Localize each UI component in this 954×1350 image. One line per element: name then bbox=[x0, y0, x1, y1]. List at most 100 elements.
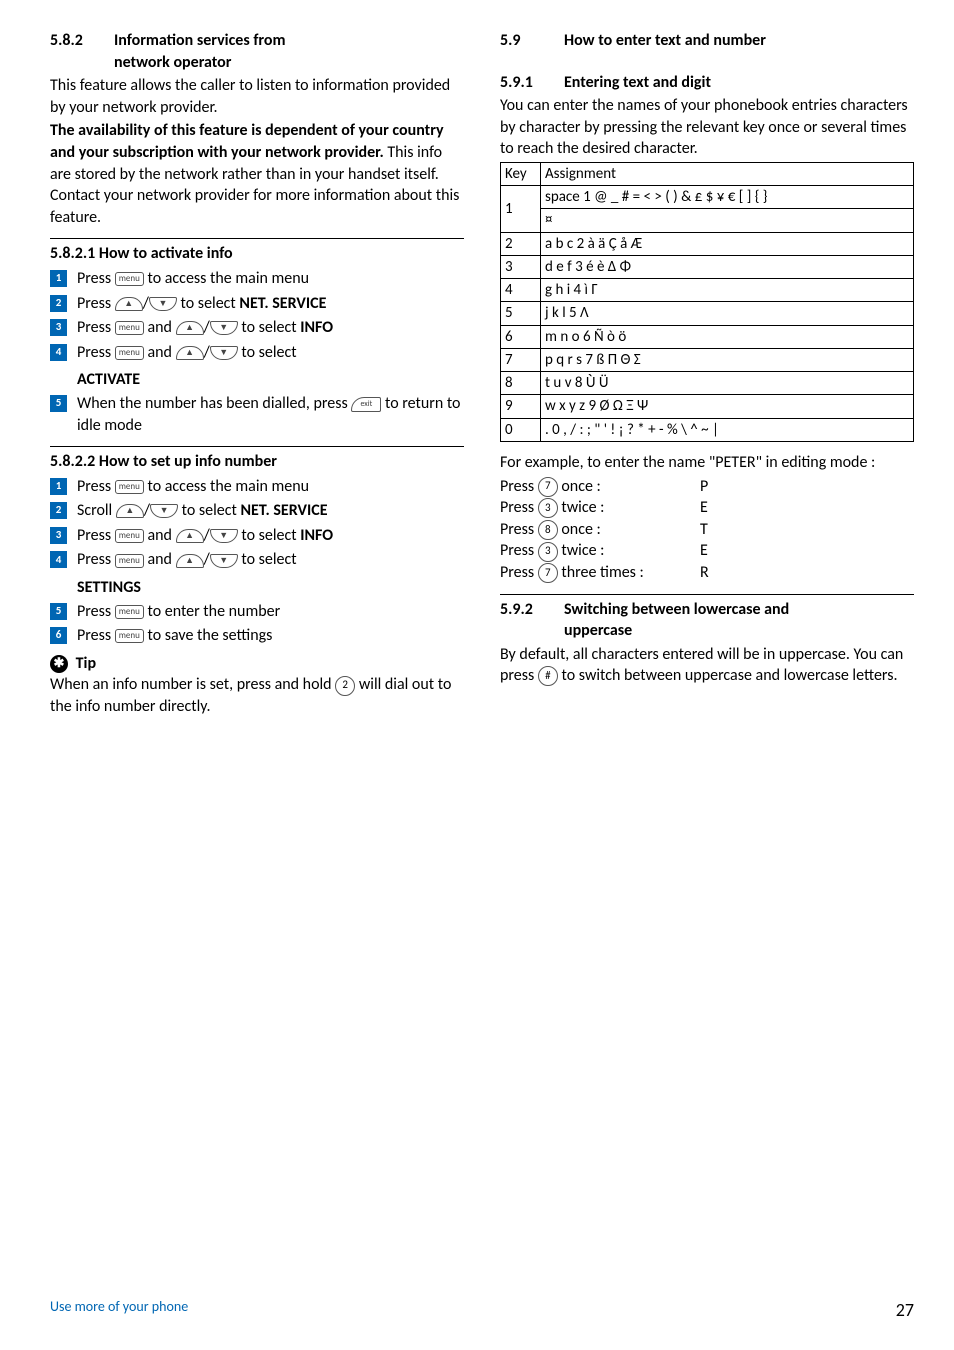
step-number: 3 bbox=[50, 527, 67, 544]
exit-key-icon: exit bbox=[351, 397, 381, 412]
step-text: Press menu and ▲/▼ to select bbox=[77, 342, 464, 364]
table-cell: ¤ bbox=[541, 209, 914, 232]
menu-key-icon: menu bbox=[115, 272, 144, 286]
heading-num: 5.9.1 bbox=[500, 72, 564, 94]
table-cell: 4 bbox=[501, 279, 541, 302]
up-key-icon: ▲ bbox=[176, 346, 204, 360]
divider bbox=[50, 238, 464, 239]
up-key-icon: ▲ bbox=[176, 529, 204, 543]
key-7-icon: 7 bbox=[538, 563, 558, 583]
table-cell: g h i 4 ì Γ bbox=[541, 279, 914, 302]
heading-5-9: 5.9 How to enter text and number bbox=[500, 30, 914, 52]
step-text: Press menu to save the settings bbox=[77, 625, 464, 647]
footer-text: Use more of your phone bbox=[50, 1298, 188, 1322]
table-cell: 1 bbox=[501, 186, 541, 233]
table-cell: 8 bbox=[501, 372, 541, 395]
step-number: 2 bbox=[50, 295, 67, 312]
up-key-icon: ▲ bbox=[115, 297, 143, 311]
table-cell: 2 bbox=[501, 232, 541, 255]
menu-key-icon: menu bbox=[115, 629, 144, 643]
step-text: Press menu to access the main menu bbox=[77, 268, 464, 290]
table-cell: . 0 , / : ; " ' ! ¡ ? * + - % \ ^ ~ | bbox=[541, 418, 914, 441]
key-2-icon: 2 bbox=[335, 676, 355, 696]
divider bbox=[500, 594, 914, 595]
tip-icon: ✱ bbox=[50, 655, 68, 673]
key-hash-icon: # bbox=[538, 666, 558, 686]
table-cell: a b c 2 à ä Ç å Æ bbox=[541, 232, 914, 255]
step-sublabel: SETTINGS bbox=[77, 577, 464, 599]
step-number: 6 bbox=[50, 627, 67, 644]
menu-key-icon: menu bbox=[115, 605, 144, 619]
down-key-icon: ▼ bbox=[210, 529, 238, 543]
steps-setup-info-cont: 5 Press menu to enter the number 6 Press… bbox=[50, 601, 464, 647]
step-number: 4 bbox=[50, 551, 67, 568]
step-number: 5 bbox=[50, 603, 67, 620]
table-cell: j k l 5 Λ bbox=[541, 302, 914, 325]
divider bbox=[50, 446, 464, 447]
step-number: 1 bbox=[50, 270, 67, 287]
key-3-icon: 3 bbox=[538, 542, 558, 562]
paragraph: The availability of this feature is depe… bbox=[50, 120, 464, 228]
down-key-icon: ▼ bbox=[210, 346, 238, 360]
heading-5-8-2-2: 5.8.2.2 How to set up info number bbox=[50, 451, 464, 473]
key-7-icon: 7 bbox=[538, 477, 558, 497]
heading-text: Entering text and digit bbox=[564, 72, 711, 94]
up-key-icon: ▲ bbox=[176, 321, 204, 335]
up-key-icon: ▲ bbox=[176, 554, 204, 568]
table-cell: d e f 3 é è Δ Φ bbox=[541, 255, 914, 278]
left-column: 5.8.2 Information services from network … bbox=[50, 30, 464, 720]
character-table: Key Assignment 1 space 1 @ _ # = < > ( )… bbox=[500, 162, 914, 442]
press-row: Press 3 twice : E bbox=[500, 540, 914, 562]
steps-activate-info-cont: 5 When the number has been dialled, pres… bbox=[50, 393, 464, 436]
step-text: Press menu and ▲/▼ to select bbox=[77, 549, 464, 571]
press-row: Press 8 once : T bbox=[500, 519, 914, 541]
heading-num: 5.9 bbox=[500, 30, 564, 52]
heading-num: 5.9.2 bbox=[500, 599, 564, 642]
heading-text: Information services from network operat… bbox=[114, 30, 286, 73]
step-sublabel: ACTIVATE bbox=[77, 369, 464, 391]
step-text: Press menu to enter the number bbox=[77, 601, 464, 623]
down-key-icon: ▼ bbox=[149, 297, 177, 311]
step-number: 4 bbox=[50, 344, 67, 361]
up-key-icon: ▲ bbox=[116, 504, 144, 518]
table-cell: 6 bbox=[501, 325, 541, 348]
paragraph: For example, to enter the name "PETER" i… bbox=[500, 452, 914, 474]
table-cell: 7 bbox=[501, 348, 541, 371]
step-text: Press menu to access the main menu bbox=[77, 476, 464, 498]
table-cell: w x y z 9 Ø Ω Ξ Ψ bbox=[541, 395, 914, 418]
table-cell: 5 bbox=[501, 302, 541, 325]
heading-5-8-2-1: 5.8.2.1 How to activate info bbox=[50, 243, 464, 265]
press-row: Press 7 three times : R bbox=[500, 562, 914, 584]
press-row: Press 7 once : P bbox=[500, 476, 914, 498]
menu-key-icon: menu bbox=[115, 480, 144, 494]
step-text: Press menu and ▲/▼ to select INFO bbox=[77, 317, 464, 339]
steps-activate-info: 1 Press menu to access the main menu 2 P… bbox=[50, 268, 464, 363]
footer: Use more of your phone 27 bbox=[50, 1298, 914, 1322]
table-header: Key bbox=[501, 162, 541, 185]
table-cell: 9 bbox=[501, 395, 541, 418]
key-8-icon: 8 bbox=[538, 520, 558, 540]
step-text: Press ▲/▼ to select NET. SERVICE bbox=[77, 293, 464, 315]
down-key-icon: ▼ bbox=[150, 504, 178, 518]
step-text: When the number has been dialled, press … bbox=[77, 393, 464, 436]
key-3-icon: 3 bbox=[538, 498, 558, 518]
tip-heading: ✱ Tip bbox=[50, 653, 464, 675]
step-number: 2 bbox=[50, 502, 67, 519]
menu-key-icon: menu bbox=[115, 346, 144, 360]
step-text: Scroll ▲/▼ to select NET. SERVICE bbox=[77, 500, 464, 522]
press-example-list: Press 7 once : P Press 3 twice : E Press… bbox=[500, 476, 914, 584]
step-number: 5 bbox=[50, 395, 67, 412]
table-cell: m n o 6 Ñ ò ö bbox=[541, 325, 914, 348]
table-cell: 0 bbox=[501, 418, 541, 441]
press-row: Press 3 twice : E bbox=[500, 497, 914, 519]
table-cell: p q r s 7 ß Π Θ Σ bbox=[541, 348, 914, 371]
down-key-icon: ▼ bbox=[210, 554, 238, 568]
table-cell: space 1 @ _ # = < > ( ) & £ $ ¥ € [ ] { … bbox=[541, 186, 914, 209]
down-key-icon: ▼ bbox=[210, 321, 238, 335]
tip-body: When an info number is set, press and ho… bbox=[50, 674, 464, 717]
table-cell: 3 bbox=[501, 255, 541, 278]
heading-5-9-2: 5.9.2 Switching between lowercase and up… bbox=[500, 599, 914, 642]
step-number: 1 bbox=[50, 478, 67, 495]
paragraph: You can enter the names of your phoneboo… bbox=[500, 95, 914, 160]
paragraph: By default, all characters entered will … bbox=[500, 644, 914, 687]
